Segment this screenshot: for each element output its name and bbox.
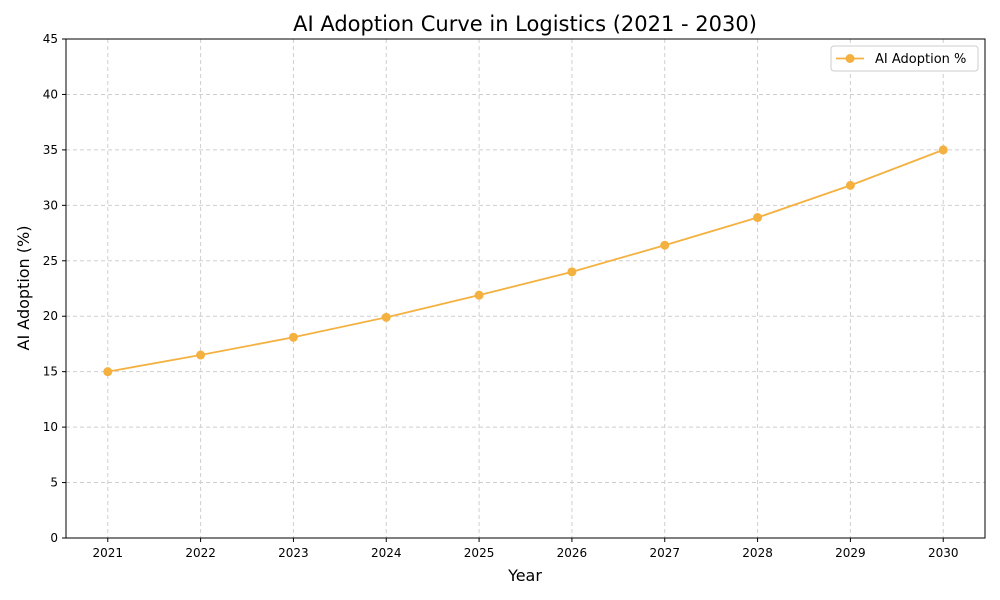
y-tick-label: 10 — [43, 420, 58, 434]
data-point — [660, 240, 670, 250]
legend-box — [830, 45, 979, 72]
x-axis: 2021 2022 2023 2024 2025 2026 2027 2028 2029 2030 — [92, 538, 959, 560]
data-point — [196, 350, 206, 360]
data-point — [474, 290, 484, 300]
y-tick-label: 45 — [43, 32, 58, 46]
x-tick-label: 2027 — [649, 546, 680, 560]
x-tick-label: 2025 — [464, 546, 495, 560]
y-tick-label: 40 — [43, 87, 58, 101]
y-tick-label: 20 — [43, 309, 58, 323]
y-axis: 0 5 10 15 20 25 30 35 40 45 — [43, 32, 66, 545]
x-tick-label: 2029 — [835, 546, 866, 560]
data-point — [288, 332, 298, 342]
y-tick-label: 25 — [43, 254, 58, 268]
data-point — [381, 312, 391, 322]
x-tick-label: 2028 — [742, 546, 773, 560]
y-axis-label: AI Adoption (%) — [14, 226, 33, 351]
y-tick-label: 30 — [43, 198, 58, 212]
data-point — [845, 180, 855, 190]
data-point — [103, 367, 113, 377]
data-point — [938, 145, 948, 155]
x-tick-label: 2024 — [371, 546, 402, 560]
x-tick-label: 2023 — [278, 546, 309, 560]
y-tick-label: 0 — [50, 531, 58, 545]
legend-marker — [845, 54, 855, 63]
legend-label: AI Adoption % — [875, 52, 966, 67]
data-point — [753, 213, 763, 223]
y-tick-label: 15 — [43, 365, 58, 379]
series-line — [107, 149, 944, 373]
y-tick-label: 35 — [43, 143, 58, 157]
x-tick-label: 2021 — [92, 546, 123, 560]
x-tick-label: 2022 — [185, 546, 216, 560]
data-point — [567, 267, 577, 277]
series-layer — [103, 145, 948, 377]
x-tick-label: 2026 — [557, 546, 588, 560]
grid — [66, 39, 985, 538]
y-tick-label: 5 — [50, 476, 58, 490]
x-axis-label: Year — [507, 566, 542, 585]
plot-frame — [65, 38, 986, 539]
legend: AI Adoption % — [830, 45, 979, 72]
x-tick-label: 2030 — [928, 546, 959, 560]
chart-title: AI Adoption Curve in Logistics (2021 - 2… — [293, 12, 757, 36]
